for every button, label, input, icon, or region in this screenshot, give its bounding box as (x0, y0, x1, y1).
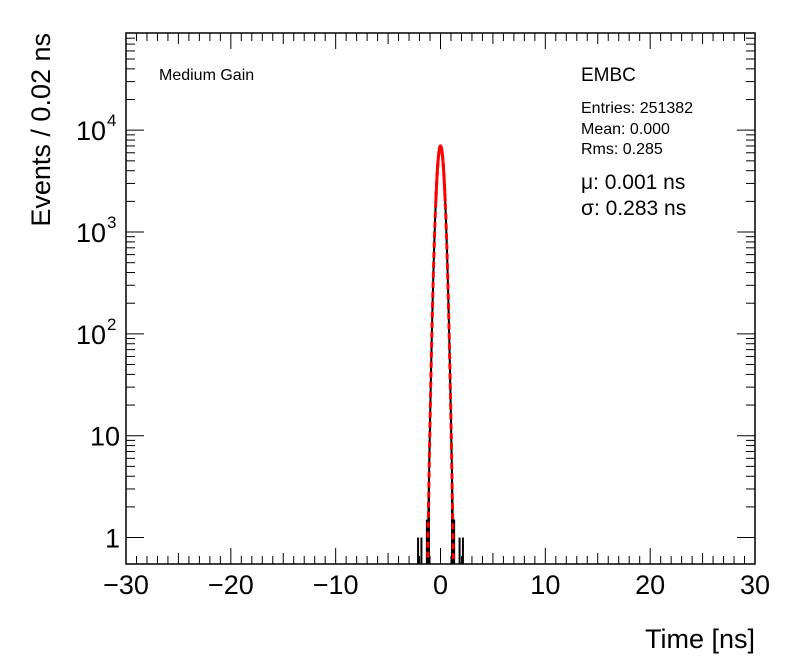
gaussian-fit-curve (426, 144, 455, 564)
y-tick-label: 10 (76, 320, 106, 350)
x-tick-label: 30 (740, 570, 770, 600)
axis-ticks (125, 32, 756, 564)
entries-stat: Entries: 251382 (581, 100, 693, 117)
mean-stat: Mean: 0.000 (581, 121, 670, 138)
x-tick-label: 20 (635, 570, 665, 600)
y-tick-exponent: 3 (107, 213, 116, 232)
fit-curve-dashed (426, 144, 455, 564)
y-axis-label: Events / 0.02 ns (26, 33, 56, 227)
y-tick-exponent: 2 (107, 315, 116, 334)
x-tick-label: −30 (103, 570, 149, 600)
fit-mu: μ: 0.001 ns (581, 171, 685, 194)
x-tick-label: −10 (313, 570, 359, 600)
y-tick-label: 1 (105, 524, 120, 554)
x-axis-label: Time [ns] (645, 624, 755, 654)
y-tick-label: 10 (76, 116, 106, 146)
y-tick-label: 10 (90, 422, 120, 452)
y-tick-label: 10 (76, 218, 106, 248)
y-tick-exponent: 4 (107, 111, 116, 130)
fit-curve-peak (434, 144, 447, 203)
x-tick-label: 0 (433, 570, 448, 600)
gain-label: Medium Gain (159, 67, 254, 84)
plot-frame (125, 32, 756, 565)
x-tick-labels: −30 −20 −10 0 10 20 30 (103, 570, 770, 600)
x-tick-label: −20 (208, 570, 254, 600)
x-tick-label: 10 (530, 570, 560, 600)
detector-label: EMBC (581, 65, 636, 86)
fit-sigma: σ: 0.283 ns (581, 197, 686, 220)
rms-stat: Rms: 0.285 (581, 141, 663, 158)
histogram-series (417, 144, 464, 564)
